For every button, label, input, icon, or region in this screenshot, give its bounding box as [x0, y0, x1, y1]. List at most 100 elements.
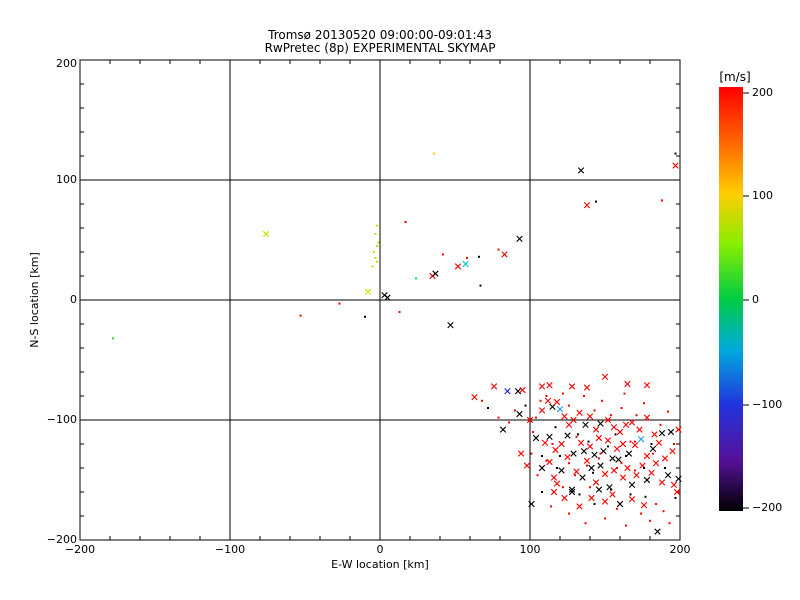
data-point-dot	[601, 399, 603, 402]
y-tick-labels: −200 −100 0 100 200	[47, 57, 77, 546]
data-point-dot	[541, 455, 543, 457]
data-point-x	[556, 406, 564, 413]
data-point-x	[454, 263, 462, 270]
data-point-x	[667, 428, 675, 436]
data-point-x	[583, 384, 591, 391]
data-point-dot	[598, 457, 600, 460]
data-point-dot	[442, 253, 444, 256]
data-point-dot	[634, 469, 636, 472]
colorbar-title: [m/s]	[719, 70, 750, 84]
data-point-dot	[587, 440, 590, 443]
data-point-x	[643, 414, 651, 421]
data-point-dot	[568, 462, 570, 465]
data-point-x	[658, 479, 666, 486]
colorbar-tick-label: −100	[752, 398, 782, 411]
data-point-x	[616, 428, 624, 436]
data-point-dot	[551, 443, 554, 445]
data-point-dot	[616, 507, 618, 510]
data-point-dot	[112, 337, 114, 340]
x-tick-label: 0	[377, 543, 384, 556]
data-point-x	[546, 458, 553, 466]
data-point-x	[622, 421, 630, 428]
data-point-x	[576, 503, 583, 510]
data-point-dot	[593, 409, 596, 412]
data-point-x	[624, 464, 631, 472]
data-point-x	[661, 455, 669, 462]
y-tick-label: −100	[47, 413, 77, 426]
y-tick-label: 0	[70, 293, 77, 306]
data-point-x	[597, 462, 604, 469]
data-point-x	[631, 442, 639, 449]
data-point-x	[624, 380, 631, 388]
data-point-dot	[415, 277, 417, 280]
data-point-dot	[620, 407, 623, 409]
data-point-x	[604, 437, 612, 444]
data-point-x	[601, 373, 609, 380]
data-point-dot	[376, 224, 378, 227]
data-point-x	[546, 382, 553, 389]
data-point-dot	[607, 445, 609, 448]
data-point-x	[573, 468, 580, 475]
data-point-dot	[541, 491, 543, 493]
x-tick-label: −100	[215, 543, 245, 556]
data-point-x	[570, 450, 577, 457]
data-point-dot	[568, 404, 570, 407]
data-point-dot	[620, 462, 623, 465]
x-tick-label: 200	[670, 543, 691, 556]
data-point-x	[601, 470, 609, 478]
data-point-dot	[649, 519, 651, 522]
data-point-x	[675, 475, 682, 482]
data-point-x	[619, 440, 627, 448]
data-point-x	[526, 416, 534, 424]
data-point-x	[517, 450, 525, 457]
data-point-dot	[673, 443, 675, 445]
data-point-dot	[662, 510, 665, 513]
data-point-dot	[568, 512, 570, 515]
data-point-x	[595, 434, 603, 442]
data-point-x	[576, 409, 583, 416]
minor-ticks	[79, 59, 681, 541]
data-point-dot	[562, 392, 564, 395]
colorbar-tick-labels: 200 100 0 −100 −200	[752, 86, 782, 514]
data-point-dot	[559, 455, 561, 457]
data-point-dot	[404, 221, 407, 223]
data-point-dot	[376, 260, 378, 263]
data-point-x	[553, 398, 561, 406]
chart-title: Tromsø 20130520 09:00:00-09:01:43	[267, 28, 492, 42]
data-point-x	[673, 488, 681, 496]
data-point-x	[583, 202, 591, 209]
data-point-dot	[578, 493, 581, 496]
data-point-x	[546, 433, 553, 440]
data-point-dot	[668, 522, 671, 525]
data-point-x	[616, 500, 624, 508]
data-point-x	[664, 472, 672, 479]
data-point-x	[499, 426, 507, 433]
data-point-x	[384, 294, 391, 301]
x-tick-labels: −200 −100 0 100 200	[65, 543, 691, 556]
data-point-x	[597, 420, 604, 427]
data-point-dot	[655, 503, 657, 505]
data-point-dot	[610, 488, 612, 491]
data-point-x	[538, 383, 546, 390]
data-point-x	[640, 502, 648, 509]
data-point-x	[462, 260, 469, 268]
data-point-dot	[664, 467, 666, 469]
data-point-dot	[589, 486, 591, 489]
data-point-dot	[433, 152, 435, 155]
colorbar	[719, 87, 743, 511]
data-point-x	[528, 500, 535, 508]
data-point-x	[592, 426, 600, 433]
data-point-dot	[592, 471, 594, 474]
data-point-x	[490, 383, 498, 390]
data-point-x	[670, 481, 678, 488]
data-point-x	[675, 426, 682, 433]
data-point-x	[628, 419, 636, 426]
data-point-dot	[625, 524, 627, 527]
data-point-x	[628, 496, 636, 503]
data-point-x	[643, 476, 651, 484]
data-point-x	[672, 162, 679, 169]
data-point-dot	[562, 486, 564, 489]
data-point-dot	[575, 435, 578, 438]
data-point-x	[586, 413, 594, 420]
data-point-dot	[577, 433, 579, 436]
